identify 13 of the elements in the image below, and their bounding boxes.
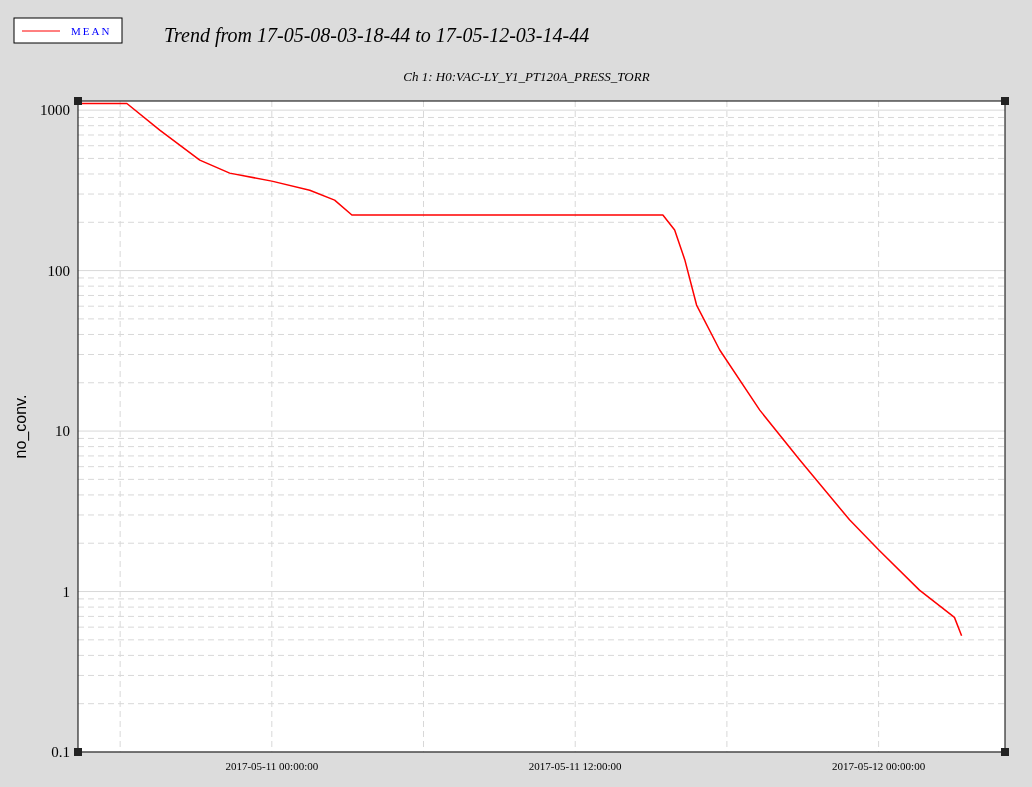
x-tick-label: 2017-05-11 00:00:00 bbox=[225, 760, 319, 772]
y-tick-label: 0.1 bbox=[51, 744, 70, 761]
y-tick-label: 1000 bbox=[40, 102, 70, 119]
line-series bbox=[79, 102, 963, 637]
chart-title: Trend from 17-05-08-03-18-44 to 17-05-12-03-14-44 bbox=[164, 24, 590, 47]
x-tick-label: 2017-05-11 12:00:00 bbox=[528, 760, 623, 772]
chart-subtitle: Ch 1: H0:VAC-LY_Y1_PT120A_PRESS_TORR bbox=[403, 69, 650, 84]
y-tick-label: 100 bbox=[47, 262, 70, 279]
x-tick-label: 2017-05-12 00:00:00 bbox=[831, 760, 926, 772]
y-tick-label: 10 bbox=[55, 423, 70, 440]
y-tick-label: 1 bbox=[62, 583, 70, 600]
y-axis-title: no_conv. bbox=[12, 394, 30, 459]
legend-label: MEAN bbox=[71, 25, 112, 37]
